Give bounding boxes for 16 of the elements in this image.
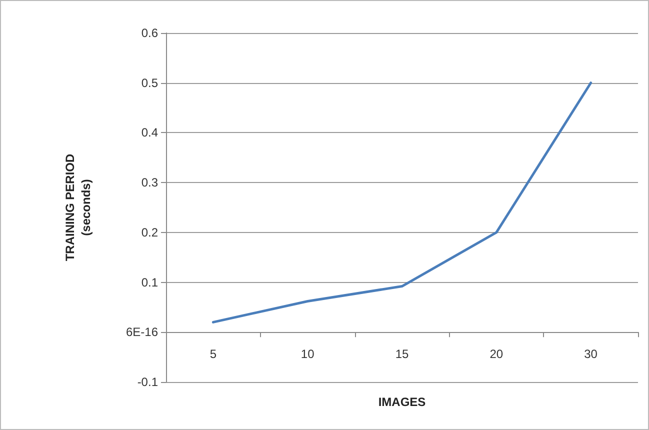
y-tick-label: 0.4 [141, 126, 158, 140]
y-tick-label: -0.1 [137, 375, 158, 389]
y-tick-label: 0.3 [141, 176, 158, 190]
line-series [212, 82, 592, 324]
x-tick-label: 15 [395, 347, 409, 361]
y-axis-title: TRAINING PERIOD (seconds) [63, 154, 93, 262]
x-tick-label: 20 [490, 347, 504, 361]
y-tick-label: 0.2 [141, 225, 158, 240]
x-axis-title: IMAGES [378, 395, 426, 409]
y-tick-label: 0.6 [141, 26, 158, 40]
x-tick-label: 30 [584, 347, 598, 361]
y-tick-label: 6E-16 [126, 325, 158, 340]
y-tick-label: 0.5 [141, 76, 158, 90]
y-tick-label: 0.1 [141, 275, 158, 290]
x-tick-label: 5 [210, 347, 217, 361]
x-tick-label: 10 [300, 347, 315, 361]
